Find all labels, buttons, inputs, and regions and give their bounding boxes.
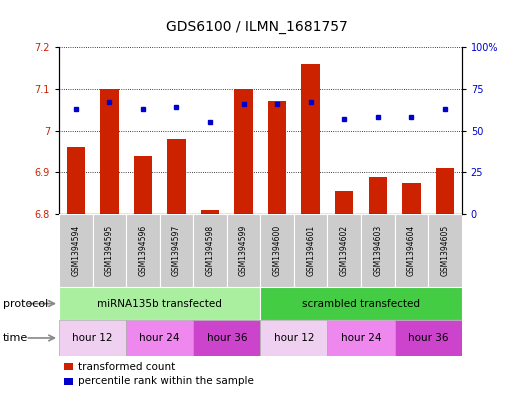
Bar — [100, 89, 119, 214]
Text: hour 24: hour 24 — [140, 333, 180, 343]
Text: hour 12: hour 12 — [72, 333, 113, 343]
Bar — [302, 64, 320, 214]
Text: miRNA135b transfected: miRNA135b transfected — [97, 299, 222, 309]
Text: hour 36: hour 36 — [207, 333, 247, 343]
Bar — [193, 320, 260, 356]
Bar — [134, 156, 152, 214]
Bar — [368, 176, 387, 214]
Bar — [67, 147, 85, 214]
Text: GSM1394600: GSM1394600 — [272, 225, 282, 276]
Text: hour 24: hour 24 — [341, 333, 381, 343]
Text: GSM1394605: GSM1394605 — [441, 225, 449, 276]
Text: GSM1394598: GSM1394598 — [206, 225, 214, 276]
Text: hour 12: hour 12 — [273, 333, 314, 343]
Bar — [394, 320, 462, 356]
Text: GSM1394595: GSM1394595 — [105, 225, 114, 276]
Bar — [428, 214, 462, 287]
Bar — [260, 287, 462, 320]
Bar — [394, 214, 428, 287]
Bar — [59, 287, 260, 320]
Text: GSM1394597: GSM1394597 — [172, 225, 181, 276]
Bar — [327, 214, 361, 287]
Bar — [193, 214, 227, 287]
Bar — [327, 320, 394, 356]
Text: GSM1394602: GSM1394602 — [340, 225, 349, 276]
Bar — [294, 214, 327, 287]
Text: GSM1394601: GSM1394601 — [306, 225, 315, 276]
Text: GSM1394603: GSM1394603 — [373, 225, 382, 276]
Bar — [260, 214, 294, 287]
Text: time: time — [3, 333, 28, 343]
Text: transformed count: transformed count — [78, 362, 176, 372]
Text: protocol: protocol — [3, 299, 48, 309]
Text: scrambled transfected: scrambled transfected — [302, 299, 420, 309]
Bar — [436, 168, 454, 214]
Bar — [59, 214, 92, 287]
Bar — [126, 320, 193, 356]
Text: hour 36: hour 36 — [408, 333, 448, 343]
Bar — [335, 191, 353, 214]
Bar — [126, 214, 160, 287]
Bar — [260, 320, 327, 356]
Bar — [234, 89, 253, 214]
Bar — [167, 139, 186, 214]
Bar — [361, 214, 394, 287]
Text: percentile rank within the sample: percentile rank within the sample — [78, 376, 254, 386]
Bar — [268, 101, 286, 214]
Bar — [227, 214, 260, 287]
Bar — [201, 210, 219, 214]
Bar — [92, 214, 126, 287]
Text: GSM1394596: GSM1394596 — [139, 225, 147, 276]
Text: GSM1394604: GSM1394604 — [407, 225, 416, 276]
Bar — [402, 183, 421, 214]
Text: GSM1394594: GSM1394594 — [71, 225, 80, 276]
Bar — [160, 214, 193, 287]
Text: GSM1394599: GSM1394599 — [239, 225, 248, 276]
Text: GDS6100 / ILMN_1681757: GDS6100 / ILMN_1681757 — [166, 20, 347, 34]
Bar — [59, 320, 126, 356]
